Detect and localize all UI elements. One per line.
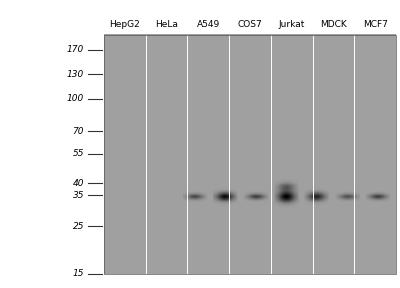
Text: 100: 100 bbox=[67, 94, 84, 103]
Text: 55: 55 bbox=[72, 149, 84, 158]
Text: COS7: COS7 bbox=[238, 20, 262, 29]
Text: 15: 15 bbox=[72, 269, 84, 278]
Text: HepG2: HepG2 bbox=[110, 20, 140, 29]
Text: 35: 35 bbox=[72, 191, 84, 200]
Text: 40: 40 bbox=[72, 179, 84, 187]
Bar bbox=[104, 35, 396, 274]
Text: HeLa: HeLa bbox=[155, 20, 178, 29]
Text: A549: A549 bbox=[197, 20, 220, 29]
Text: 25: 25 bbox=[72, 222, 84, 231]
Text: 130: 130 bbox=[67, 70, 84, 79]
Text: MCF7: MCF7 bbox=[363, 20, 388, 29]
Text: 70: 70 bbox=[72, 127, 84, 136]
Text: MDCK: MDCK bbox=[320, 20, 347, 29]
Text: Jurkat: Jurkat bbox=[278, 20, 305, 29]
Text: 170: 170 bbox=[67, 45, 84, 54]
